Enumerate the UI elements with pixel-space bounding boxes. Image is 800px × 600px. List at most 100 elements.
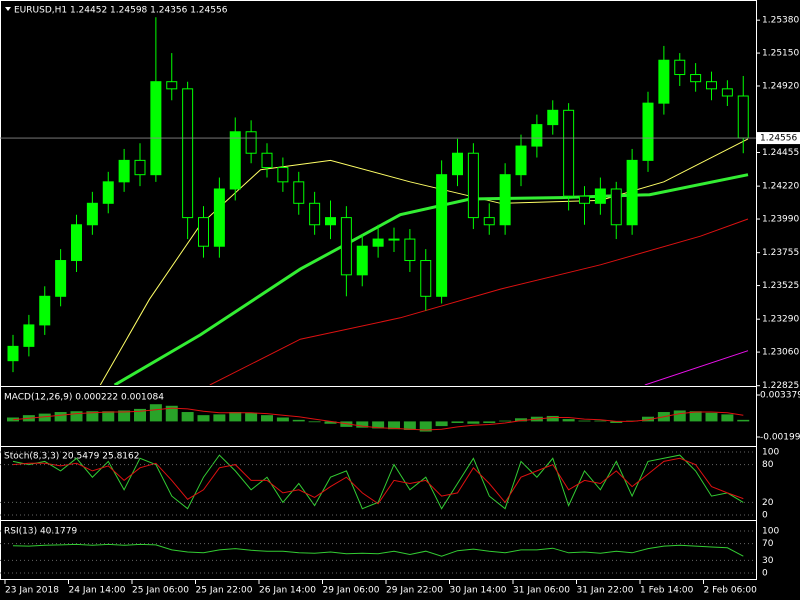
candle-body [150, 81, 162, 176]
macd-bar [324, 421, 337, 424]
moving-average [644, 350, 749, 385]
macd-bar [245, 412, 258, 422]
macd-bar [261, 415, 273, 422]
macd-bar [276, 417, 289, 422]
macd-bar [483, 421, 496, 423]
macd-bar [197, 415, 210, 422]
x-tick-label: 24 Jan 14:00 [69, 586, 126, 596]
x-tick-label: 29 Jan 06:00 [323, 586, 380, 596]
candle-body [499, 174, 511, 226]
oscillator-line [12, 543, 744, 557]
candle-body [134, 159, 146, 176]
macd-bar [372, 421, 385, 429]
macd-bar [134, 408, 146, 422]
candle-body [563, 109, 575, 197]
plot-frame [0, 0, 757, 580]
candle-body [166, 81, 178, 90]
x-tick-label: 30 Jan 14:00 [450, 586, 507, 596]
macd-bar [213, 414, 226, 422]
candle-body [182, 88, 194, 219]
y-tick-label: 1.24220 [762, 182, 799, 192]
candle-body [325, 217, 336, 226]
y-tick-label: 1.24455 [762, 148, 799, 158]
candle-body [372, 238, 384, 247]
macd-bar [546, 415, 559, 422]
y-tick-label: 1.23060 [762, 348, 799, 358]
candle-body [86, 202, 98, 226]
candle-body [706, 81, 717, 90]
candle-body [245, 131, 257, 154]
macd-bar [419, 421, 432, 432]
macd-bar [467, 421, 480, 424]
candle-body [404, 238, 416, 262]
oscillator-line [12, 454, 744, 510]
macd-signal [12, 407, 744, 431]
candle-body [55, 260, 67, 297]
macd-bar [594, 420, 607, 422]
candle-body [674, 59, 686, 76]
candle-body [198, 217, 209, 247]
macd-bar [705, 412, 718, 422]
y-tick-label: 1.25150 [762, 49, 799, 59]
macd-bar [229, 412, 242, 422]
candle-body [39, 295, 51, 326]
price-layer [7, 17, 749, 385]
macd-layer [7, 404, 750, 432]
x-tick-label: 31 Jan 22:00 [577, 586, 634, 596]
candle-body [277, 167, 289, 183]
macd-bar [515, 418, 527, 422]
macd-bar [721, 414, 734, 422]
oscillator-line [12, 457, 744, 505]
macd-bar [610, 421, 623, 423]
current-price-label: 1.24556 [760, 134, 797, 144]
macd-bar [689, 411, 702, 422]
chart-title: EURUSD,H1 1.24452 1.24598 1.24356 1.2455… [14, 6, 228, 16]
x-tick-label: 25 Jan 22:00 [196, 586, 253, 596]
macd-bar [578, 420, 591, 422]
candle-body [293, 181, 305, 204]
macd-bar [673, 410, 686, 422]
macd-bar [499, 420, 512, 422]
macd-bar [403, 421, 416, 431]
y-tick-label: -0.001995 [760, 433, 800, 443]
candle-body [531, 124, 543, 147]
candle-body [452, 152, 463, 176]
y-tick-label: 70 [762, 539, 774, 549]
macd-bar [737, 419, 750, 422]
moving-average [209, 218, 749, 385]
macd-bar [292, 419, 305, 422]
macd-title: MACD(12,26,9) 0.000222 0.001084 [4, 393, 164, 403]
candle-body [71, 224, 82, 262]
y-tick-label: 1.23525 [762, 281, 799, 291]
candle-body [483, 217, 495, 226]
y-tick-label: 100 [762, 527, 779, 537]
candle-body [721, 88, 733, 97]
candle-body [356, 245, 368, 276]
candle-body [420, 260, 432, 297]
macd-bar [118, 410, 131, 422]
candle-body [610, 188, 622, 226]
symbol-icon [5, 7, 11, 11]
y-tick-label: 1.23755 [762, 248, 799, 258]
candle-body [436, 174, 448, 297]
macd-bar [181, 412, 194, 422]
candle-body [118, 159, 130, 183]
moving-average [113, 173, 749, 385]
candle-body [467, 152, 479, 219]
y-tick-label: 0 [762, 511, 768, 521]
macd-bar [388, 421, 400, 430]
macd-bar [149, 404, 162, 422]
macd-bar [451, 421, 464, 423]
macd-bar [435, 421, 448, 427]
macd-bar [86, 411, 99, 422]
x-tick-label: 1 Feb 14:00 [640, 586, 694, 596]
x-tick-label: 23 Jan 2018 [5, 586, 59, 596]
y-tick-label: 80 [762, 460, 774, 470]
macd-bar [642, 416, 654, 422]
macd-bar [38, 413, 51, 422]
macd-bar [102, 411, 115, 422]
y-tick-label: 20 [762, 498, 774, 508]
x-tick-label: 25 Jan 06:00 [132, 586, 189, 596]
candle-body [594, 188, 606, 204]
